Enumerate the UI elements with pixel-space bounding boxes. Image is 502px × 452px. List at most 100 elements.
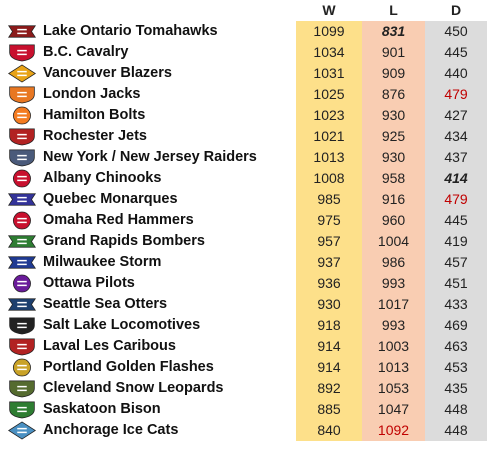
jacks-logo-icon xyxy=(6,85,38,104)
draws-value: 479 xyxy=(444,86,468,102)
wins-value: 957 xyxy=(317,233,341,249)
wins-value: 1034 xyxy=(313,44,345,60)
jets-logo-icon xyxy=(6,127,38,146)
losses-value: 993 xyxy=(381,317,406,333)
losses-value: 958 xyxy=(381,170,406,186)
team-row: Laval Les Caribous 914 1003 463 xyxy=(0,336,502,357)
team-row: Albany Chinooks 1008 958 414 xyxy=(0,168,502,189)
team-row: Cleveland Snow Leopards 892 1053 435 xyxy=(0,378,502,399)
draws-column-background xyxy=(425,21,487,441)
locomotives-logo-icon xyxy=(6,316,38,335)
losses-value: 901 xyxy=(381,44,406,60)
cavalry-logo-icon xyxy=(6,43,38,62)
losses-value: 831 xyxy=(381,23,406,39)
wins-value: 892 xyxy=(317,380,341,396)
draws-value: 437 xyxy=(444,149,468,165)
wins-value: 914 xyxy=(317,359,341,375)
wins-value: 936 xyxy=(317,275,341,291)
draws-value: 427 xyxy=(444,107,468,123)
bolts-logo-icon xyxy=(6,106,38,125)
losses-value: 993 xyxy=(381,275,406,291)
team-name: Saskatoon Bison xyxy=(43,401,161,417)
losses-value: 960 xyxy=(381,212,406,228)
losses-value: 1053 xyxy=(377,380,410,396)
sea-otters-logo-icon xyxy=(6,295,38,314)
pilots-logo-icon xyxy=(6,274,38,293)
team-name: Portland Golden Flashes xyxy=(43,359,214,375)
team-row: Portland Golden Flashes 914 1013 453 xyxy=(0,357,502,378)
wins-value: 975 xyxy=(317,212,341,228)
team-row: London Jacks 1025 876 479 xyxy=(0,84,502,105)
losses-column-background xyxy=(362,21,425,441)
wins-value: 885 xyxy=(317,401,341,417)
team-name: Milwaukee Storm xyxy=(43,254,162,270)
draws-value: 414 xyxy=(444,170,468,186)
team-row: Saskatoon Bison 885 1047 448 xyxy=(0,399,502,420)
golden-flashes-logo-icon xyxy=(6,358,38,377)
losses-value: 925 xyxy=(381,128,406,144)
team-name: Albany Chinooks xyxy=(43,170,162,186)
draws-value: 453 xyxy=(444,359,468,375)
wins-value: 1025 xyxy=(313,86,345,102)
wins-value: 937 xyxy=(317,254,341,270)
monarques-logo-icon xyxy=(6,190,38,209)
draws-value: 440 xyxy=(444,65,468,81)
draws-value: 445 xyxy=(444,44,468,60)
team-row: Anchorage Ice Cats 840 1092 448 xyxy=(0,420,502,441)
draws-value: 419 xyxy=(444,233,468,249)
wins-value: 1099 xyxy=(313,23,345,39)
draws-value: 435 xyxy=(444,380,468,396)
team-name: Anchorage Ice Cats xyxy=(43,422,179,438)
wins-value: 930 xyxy=(317,296,341,312)
losses-value: 930 xyxy=(381,107,406,123)
team-row: Milwaukee Storm 937 986 457 xyxy=(0,252,502,273)
team-name: Vancouver Blazers xyxy=(43,65,172,81)
red-hammers-logo-icon xyxy=(6,211,38,230)
losses-value: 916 xyxy=(381,191,406,207)
losses-value: 1003 xyxy=(377,338,410,354)
team-name: Cleveland Snow Leopards xyxy=(43,380,224,396)
team-row: Salt Lake Locomotives 918 993 469 xyxy=(0,315,502,336)
draws-value: 433 xyxy=(444,296,468,312)
draws-value: 448 xyxy=(444,422,468,438)
chinooks-logo-icon xyxy=(6,169,38,188)
losses-value: 909 xyxy=(381,65,406,81)
team-name: Grand Rapids Bombers xyxy=(43,233,205,249)
team-row: Omaha Red Hammers 975 960 445 xyxy=(0,210,502,231)
wins-value: 985 xyxy=(317,191,341,207)
team-name: London Jacks xyxy=(43,86,141,102)
team-row: Ottawa Pilots 936 993 451 xyxy=(0,273,502,294)
raiders-logo-icon xyxy=(6,148,38,167)
team-row: B.C. Cavalry 1034 901 445 xyxy=(0,42,502,63)
team-name: Lake Ontario Tomahawks xyxy=(43,23,218,39)
team-name: Quebec Monarques xyxy=(43,191,178,207)
wins-value: 1031 xyxy=(313,65,345,81)
tomahawks-logo-icon xyxy=(6,22,38,41)
draws-value: 445 xyxy=(444,212,468,228)
draws-value: 457 xyxy=(444,254,468,270)
draws-value: 469 xyxy=(444,317,468,333)
draws-value: 463 xyxy=(444,338,468,354)
losses-value: 1017 xyxy=(377,296,410,312)
draws-header: D xyxy=(450,2,462,18)
wins-value: 918 xyxy=(317,317,341,333)
caribous-logo-icon xyxy=(6,337,38,356)
draws-value: 479 xyxy=(444,191,468,207)
bombers-logo-icon xyxy=(6,232,38,251)
team-row: Quebec Monarques 985 916 479 xyxy=(0,189,502,210)
draws-value: 434 xyxy=(444,128,468,144)
draws-value: 451 xyxy=(444,275,468,291)
team-row: Lake Ontario Tomahawks 1099 831 450 xyxy=(0,21,502,42)
team-name: Salt Lake Locomotives xyxy=(43,317,201,333)
draws-value: 450 xyxy=(444,23,468,39)
team-name: Seattle Sea Otters xyxy=(43,296,168,312)
wins-value: 1021 xyxy=(313,128,345,144)
team-row: Seattle Sea Otters 930 1017 433 xyxy=(0,294,502,315)
storm-logo-icon xyxy=(6,253,38,272)
team-name: Ottawa Pilots xyxy=(43,275,135,291)
team-row: Grand Rapids Bombers 957 1004 419 xyxy=(0,231,502,252)
wins-value: 840 xyxy=(317,422,341,438)
team-row: New York / New Jersey Raiders 1013 930 437 xyxy=(0,147,502,168)
losses-value: 1092 xyxy=(377,422,410,438)
